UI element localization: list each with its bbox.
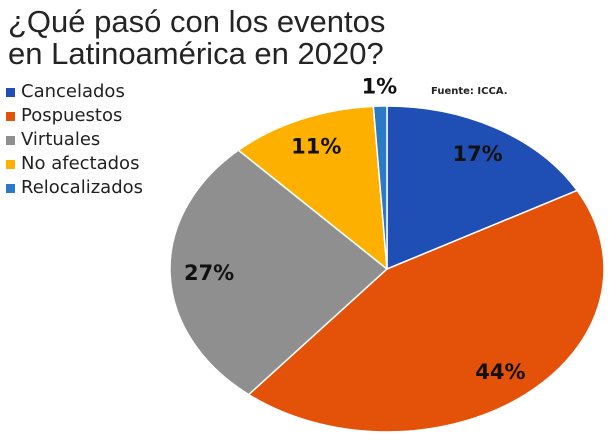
data-label-virtuales: 27% bbox=[184, 261, 234, 285]
pie-slice-cancelados bbox=[386, 105, 578, 270]
legend-swatch-pospuestos bbox=[6, 111, 15, 121]
legend-label: Virtuales bbox=[21, 129, 101, 150]
legend-swatch-relocalizados bbox=[6, 183, 15, 193]
source-note: Fuente: ICCA. bbox=[431, 86, 508, 97]
pie-slice-virtuales bbox=[169, 149, 388, 396]
legend-label: Cancelados bbox=[21, 81, 125, 102]
data-label-no-afectados: 11% bbox=[291, 134, 341, 158]
pie-slice-pospuestos bbox=[247, 189, 605, 433]
legend-swatch-virtuales bbox=[6, 135, 15, 145]
legend-item-virtuales: Virtuales bbox=[6, 128, 143, 152]
legend-item-no-afectados: No afectados bbox=[6, 152, 143, 176]
pie-slice-no-afectados bbox=[237, 105, 388, 270]
chart-title: ¿Qué pasó con los eventos en Latinoaméri… bbox=[8, 4, 386, 71]
data-label-pospuestos: 44% bbox=[475, 360, 525, 384]
pie-slices bbox=[169, 105, 605, 433]
legend-label: Pospuestos bbox=[21, 105, 123, 126]
legend-label: Relocalizados bbox=[21, 177, 144, 198]
legend-label: No afectados bbox=[21, 153, 140, 174]
legend: Cancelados Pospuestos Virtuales No afect… bbox=[6, 80, 143, 200]
data-label-relocalizados: 1% bbox=[362, 75, 398, 99]
legend-item-relocalizados: Relocalizados bbox=[6, 176, 143, 200]
legend-swatch-no-afectados bbox=[6, 159, 15, 169]
legend-swatch-cancelados bbox=[6, 87, 15, 97]
legend-item-cancelados: Cancelados bbox=[6, 80, 143, 104]
pie-slice-relocalizados bbox=[372, 105, 388, 270]
legend-item-pospuestos: Pospuestos bbox=[6, 104, 143, 128]
data-label-cancelados: 17% bbox=[452, 142, 502, 166]
pie-data-labels: 17% 44% 27% 11% 1% bbox=[184, 75, 526, 385]
